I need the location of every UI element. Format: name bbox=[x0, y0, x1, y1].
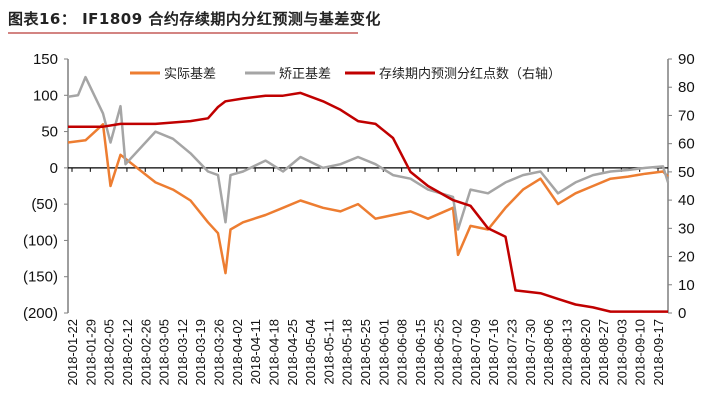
left-axis-tick-label: 50 bbox=[41, 124, 58, 141]
left-axis-tick-label: 100 bbox=[33, 87, 58, 104]
legend-label: 实际基差 bbox=[164, 67, 216, 82]
x-axis-tick-label: 2018-08-06 bbox=[541, 319, 556, 386]
right-axis-tick-label: 10 bbox=[678, 277, 695, 294]
x-axis-tick-label: 2018-03-26 bbox=[212, 319, 227, 386]
right-axis-tick-label: 50 bbox=[678, 164, 695, 181]
x-axis-tick-label: 2018-09-03 bbox=[614, 319, 629, 386]
series-line bbox=[67, 75, 670, 231]
right-axis-tick-label: 40 bbox=[678, 192, 695, 209]
left-axis-tick-label: (50) bbox=[31, 196, 58, 213]
x-axis-tick-label: 2018-01-29 bbox=[83, 319, 98, 386]
x-axis-tick-label: 2018-03-12 bbox=[175, 319, 190, 386]
x-axis-tick-label: 2018-06-08 bbox=[395, 319, 410, 386]
x-axis-tick-label: 2018-06-15 bbox=[413, 319, 428, 386]
x-axis-tick-label: 2018-07-30 bbox=[523, 319, 538, 386]
legend: 实际基差 矫正基差 存续期内预测分红点数（右轴） bbox=[130, 66, 561, 82]
title-underline bbox=[8, 32, 358, 34]
x-axis-tick-label: 2018-05-18 bbox=[340, 319, 355, 386]
x-axis-tick-label: 2018-06-01 bbox=[376, 319, 391, 386]
x-axis-tick-label: 2018-05-25 bbox=[358, 319, 373, 386]
x-axis-tick-label: 2018-03-19 bbox=[193, 319, 208, 386]
left-axis-tick-label: (200) bbox=[23, 305, 58, 322]
x-axis-tick-label: 2018-07-09 bbox=[468, 319, 483, 386]
right-axis-tick-label: 80 bbox=[678, 79, 695, 96]
series-line bbox=[67, 123, 669, 275]
x-axis-tick-label: 2018-03-05 bbox=[157, 319, 172, 386]
x-axis-tick-label: 2018-02-26 bbox=[138, 319, 153, 386]
x-axis-tick-label: 2018-06-25 bbox=[431, 319, 446, 386]
x-axis-tick-label: 2018-04-11 bbox=[248, 319, 263, 385]
right-axis-tick-label: 30 bbox=[678, 220, 695, 237]
x-axis-tick-label: 2018-02-12 bbox=[120, 319, 135, 386]
legend-label: 矫正基差 bbox=[279, 67, 331, 82]
right-axis-tick-label: 0 bbox=[678, 305, 686, 322]
right-axis-tick-label: 20 bbox=[678, 249, 695, 266]
right-axis-tick-label: 70 bbox=[678, 107, 695, 124]
x-axis-tick-label: 2018-01-22 bbox=[65, 319, 80, 386]
x-axis-tick-label: 2018-08-27 bbox=[596, 319, 611, 386]
left-axis-tick-label: 150 bbox=[33, 51, 58, 68]
x-axis-tick-label: 2018-02-05 bbox=[102, 319, 117, 386]
left-axis-tick-label: (100) bbox=[23, 232, 58, 249]
x-axis-tick-label: 2018-07-02 bbox=[450, 319, 465, 386]
x-axis-tick-label: 2018-07-16 bbox=[486, 319, 501, 386]
right-axis-tick-label: 90 bbox=[678, 51, 695, 68]
x-axis-tick-label: 2018-09-10 bbox=[633, 319, 648, 386]
x-axis-tick-label: 2018-08-13 bbox=[559, 319, 574, 386]
series-lines bbox=[67, 75, 670, 313]
right-axis-tick-label: 60 bbox=[678, 136, 695, 153]
chart-title: 图表16： IF1809 合约存续期内分红预测与基差变化 bbox=[8, 10, 381, 28]
x-axis-tick-label: 2018-05-04 bbox=[303, 319, 318, 386]
x-axis-tick-label: 2018-05-11 bbox=[321, 319, 336, 385]
left-axis-tick-label: 0 bbox=[50, 160, 58, 177]
legend-label: 存续期内预测分红点数（右轴） bbox=[379, 66, 561, 82]
x-axis-tick-label: 2018-08-20 bbox=[578, 319, 593, 386]
series-line bbox=[68, 91, 668, 313]
x-axis-tick-label: 2018-07-23 bbox=[505, 319, 520, 386]
left-axis-tick-label: (150) bbox=[23, 269, 58, 286]
x-axis-tick-label: 2018-04-18 bbox=[266, 319, 281, 386]
axes: 150100500(50)(100)(150)(200)908070605040… bbox=[23, 51, 695, 386]
x-axis-tick-label: 2018-09-17 bbox=[651, 319, 666, 386]
x-axis-tick-label: 2018-04-25 bbox=[285, 319, 300, 386]
x-axis-tick-label: 2018-04-02 bbox=[230, 319, 245, 386]
